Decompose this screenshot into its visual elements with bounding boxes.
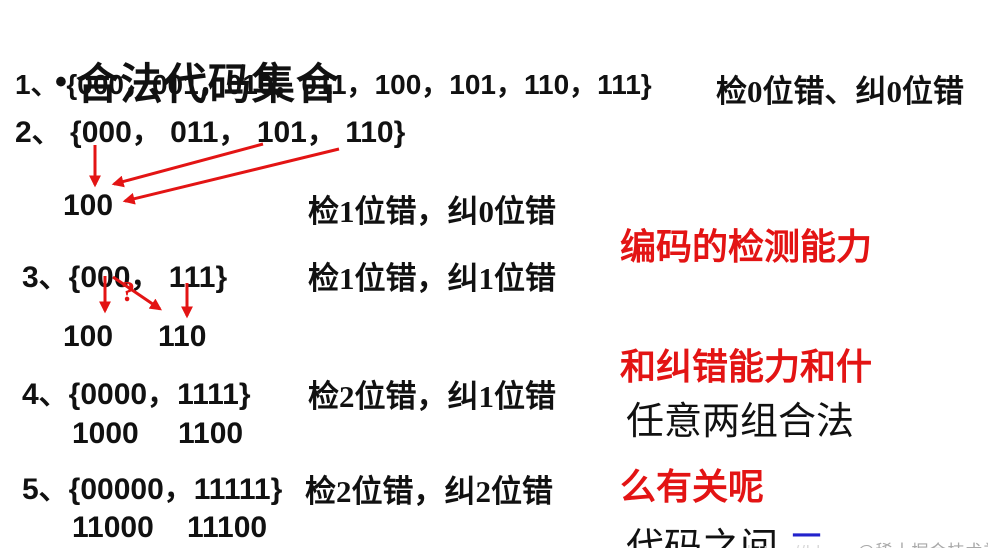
watermark-badge: @稀土掘金技术社区 xyxy=(857,542,988,548)
red-note-line-3: 么有关呢 xyxy=(620,467,765,507)
capability-label-2: 检1位错，纠0位错 xyxy=(308,194,556,229)
bullet-icon: • xyxy=(55,63,68,101)
hamming-line2-black: 代码之间 xyxy=(626,527,788,548)
red-note-line-1: 编码的检测能力 xyxy=(620,227,873,267)
capability-label-1: 检0位错、纠0位错 xyxy=(716,74,964,109)
hamming-distance-note: 任意两组合法 代码之间 二 进制位 的 最 少差异数 xyxy=(626,317,854,548)
capability-label-3: 检1位错，纠1位错 xyxy=(308,261,556,296)
hamming-line1-text: 任意两组合法 xyxy=(626,401,855,443)
received-code-3b: 110 xyxy=(158,320,207,353)
code-set-2: 2、 {000， 011， 101， 110} xyxy=(15,116,406,149)
code-set-4: 4、{0000，1111} xyxy=(22,378,251,411)
question-mark: ? xyxy=(121,277,135,308)
red-question-note: 编码的检测能力 和纠错能力和什 么有关呢 xyxy=(620,147,872,548)
received-code-4b: 1100 xyxy=(178,417,244,450)
code-set-1: 1、 {000，001，010，011，100，101，110，111} xyxy=(15,69,652,100)
capability-label-5: 检2位错，纠2位错 xyxy=(305,474,553,509)
capability-label-4: 检2位错，纠1位错 xyxy=(308,379,556,414)
received-code-5a: 11000 xyxy=(72,511,154,544)
watermark: https://blog.c@稀土掘金技术社区 xyxy=(724,517,988,548)
page-title: • 合法代码集合 xyxy=(8,1,340,161)
hamming-line-1: 任意两组合法 xyxy=(626,401,854,443)
red-note-line-2: 和纠错能力和什 xyxy=(620,347,873,387)
code-set-5: 5、{00000，11111} xyxy=(22,473,283,506)
received-code-2: 100 xyxy=(63,189,114,222)
hamming-line-2: 代码之间 二 xyxy=(626,527,854,548)
page-title-text: 合法代码集合 xyxy=(75,62,340,109)
received-code-3a: 100 xyxy=(63,320,114,353)
received-code-4a: 1000 xyxy=(72,417,139,450)
received-code-5b: 11100 xyxy=(187,511,268,544)
watermark-url: https://blog.c xyxy=(747,542,857,548)
hamming-line2-blue: 二 xyxy=(787,527,826,548)
